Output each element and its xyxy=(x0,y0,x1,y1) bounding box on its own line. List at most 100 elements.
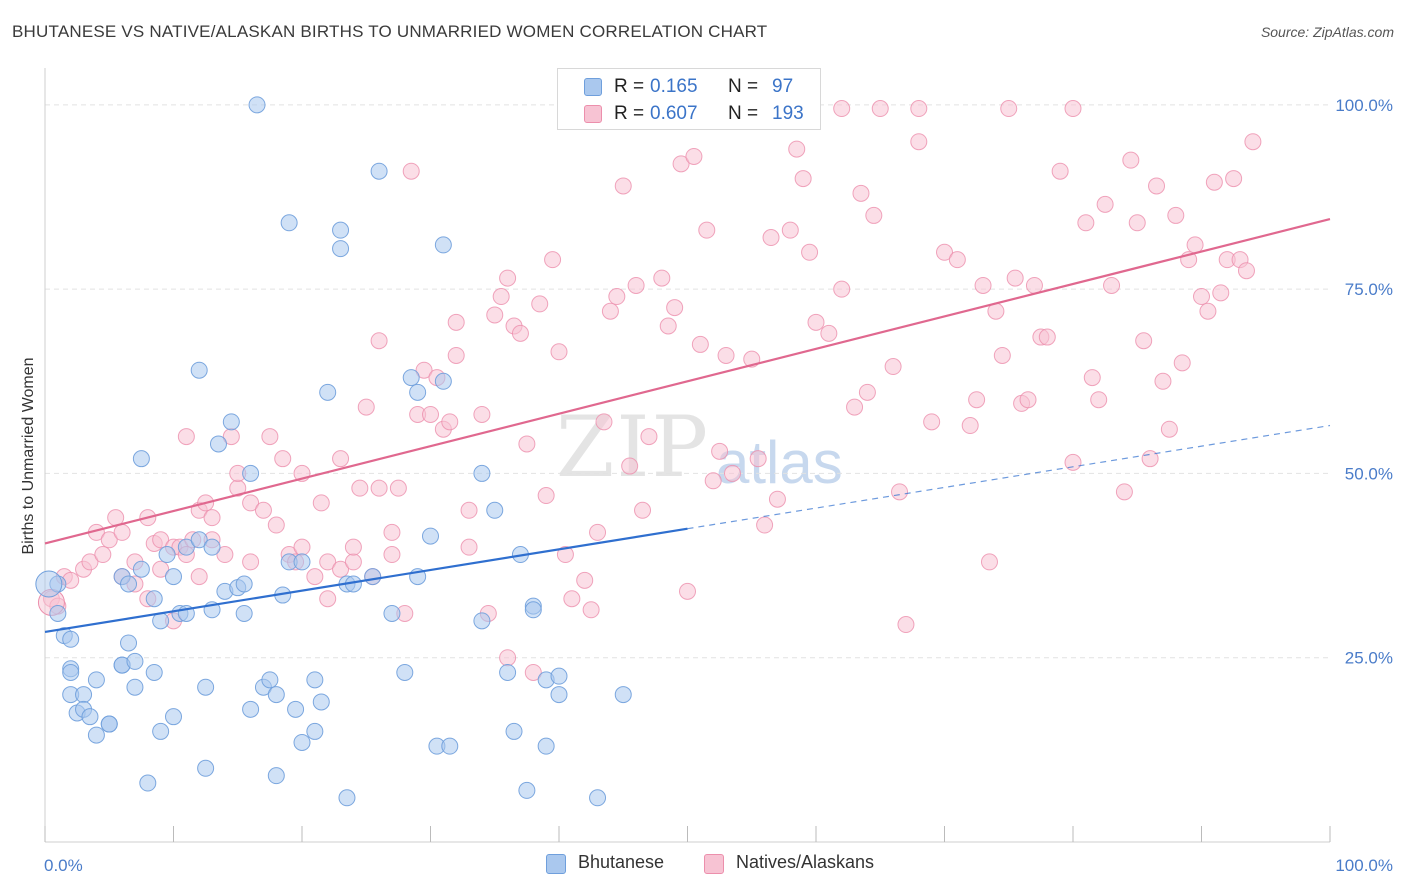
data-point-natives xyxy=(370,479,388,497)
data-point-bhutanese xyxy=(242,700,260,718)
trend-line-natives xyxy=(44,218,1331,545)
legend-row-natives: R = 0.607 N = 193 xyxy=(558,101,820,127)
data-point-bhutanese xyxy=(152,722,170,740)
data-point-bhutanese xyxy=(222,413,240,431)
data-point-bhutanese xyxy=(364,568,382,586)
data-point-natives xyxy=(332,560,350,578)
data-point-bhutanese xyxy=(120,575,138,593)
data-point-bhutanese xyxy=(120,634,138,652)
data-point-natives xyxy=(1154,372,1172,390)
data-point-bhutanese xyxy=(126,652,144,670)
data-point-bhutanese xyxy=(332,221,350,239)
data-point-natives xyxy=(781,221,799,239)
data-point-bhutanese xyxy=(235,604,253,622)
data-point-natives xyxy=(499,649,517,667)
data-point-bhutanese xyxy=(396,663,414,681)
data-point-bhutanese xyxy=(293,733,311,751)
data-point-natives xyxy=(704,472,722,490)
data-point-natives xyxy=(1148,177,1166,195)
data-point-natives xyxy=(332,450,350,468)
data-point-bhutanese xyxy=(209,435,227,453)
data-point-natives xyxy=(203,509,221,527)
data-point-natives xyxy=(1205,173,1223,191)
bottom-swatch-pink xyxy=(704,854,724,874)
bottom-legend-label: Natives/Alaskans xyxy=(736,852,875,872)
data-point-natives xyxy=(113,523,131,541)
data-point-natives xyxy=(242,494,260,512)
data-point-natives xyxy=(1096,195,1114,213)
data-point-natives xyxy=(447,346,465,364)
data-point-natives xyxy=(1115,483,1133,501)
data-point-natives xyxy=(717,346,735,364)
data-point-natives xyxy=(389,479,407,497)
data-point-natives xyxy=(511,324,529,342)
data-point-bhutanese xyxy=(518,781,536,799)
data-point-natives xyxy=(691,335,709,353)
bhutanese-points xyxy=(35,96,632,807)
data-point-natives xyxy=(936,243,953,261)
data-point-natives xyxy=(685,147,703,165)
data-point-natives xyxy=(370,332,388,350)
data-point-bhutanese xyxy=(306,722,324,740)
data-point-natives xyxy=(441,413,459,431)
data-point-bhutanese xyxy=(402,369,420,387)
data-point-bhutanese xyxy=(312,693,330,711)
data-point-natives xyxy=(344,538,362,556)
data-point-natives xyxy=(627,276,645,294)
data-point-natives xyxy=(672,155,690,173)
data-point-bhutanese xyxy=(197,759,215,777)
y-tick-label: 100.0% xyxy=(1335,96,1393,115)
data-point-bhutanese xyxy=(524,601,542,619)
data-point-natives xyxy=(312,494,330,512)
data-point-natives xyxy=(267,516,285,534)
correlation-legend: R = 0.165 N = 97 R = 0.607 N = 193 xyxy=(557,68,821,130)
data-point-natives xyxy=(659,317,677,335)
data-point-natives xyxy=(852,184,870,202)
data-point-natives xyxy=(460,538,478,556)
data-point-natives xyxy=(961,417,979,435)
data-point-natives xyxy=(653,269,671,287)
tick-labels: 25.0% 50.0% 75.0% 100.0% 0.0% 100.0% xyxy=(44,96,1393,875)
watermark-atlas: atlas xyxy=(716,429,843,496)
data-point-natives xyxy=(550,343,568,361)
data-point-natives xyxy=(306,568,324,586)
axes xyxy=(44,68,1331,843)
data-point-natives xyxy=(788,140,806,158)
data-point-natives xyxy=(556,546,574,564)
data-point-natives xyxy=(537,487,555,505)
data-point-bhutanese xyxy=(139,774,157,792)
data-point-bhutanese xyxy=(190,531,208,549)
trend-line-bhutanese xyxy=(44,527,688,634)
data-point-natives xyxy=(415,361,433,379)
bottom-swatch-blue xyxy=(546,854,566,874)
data-point-natives xyxy=(242,553,260,571)
data-point-natives xyxy=(1193,288,1210,306)
legend-n-value: 193 xyxy=(772,103,804,124)
legend-r-value: 0.165 xyxy=(650,76,698,97)
trend-line-bhutanese-extension xyxy=(687,424,1331,530)
data-point-natives xyxy=(1103,276,1121,294)
data-point-bhutanese xyxy=(550,686,568,704)
data-point-natives xyxy=(865,206,883,224)
data-point-natives xyxy=(1199,302,1217,320)
data-point-natives xyxy=(833,100,851,118)
data-point-natives xyxy=(531,295,549,313)
data-point-bhutanese xyxy=(319,383,337,401)
data-point-bhutanese xyxy=(614,686,632,704)
data-point-natives xyxy=(544,251,562,269)
data-point-natives xyxy=(1173,354,1191,372)
data-point-natives xyxy=(768,490,786,508)
data-point-natives xyxy=(679,582,696,600)
data-point-bhutanese xyxy=(589,789,607,807)
data-point-natives xyxy=(190,568,208,586)
data-point-bhutanese xyxy=(81,708,99,726)
data-point-bhutanese xyxy=(473,464,491,482)
data-point-natives xyxy=(1064,100,1082,118)
data-point-bhutanese xyxy=(280,214,298,232)
data-point-natives xyxy=(383,523,401,541)
x-tick-label: 100.0% xyxy=(1335,856,1393,875)
data-point-bhutanese-cluster xyxy=(35,570,63,598)
data-point-natives xyxy=(666,299,684,317)
data-point-natives xyxy=(897,616,915,634)
